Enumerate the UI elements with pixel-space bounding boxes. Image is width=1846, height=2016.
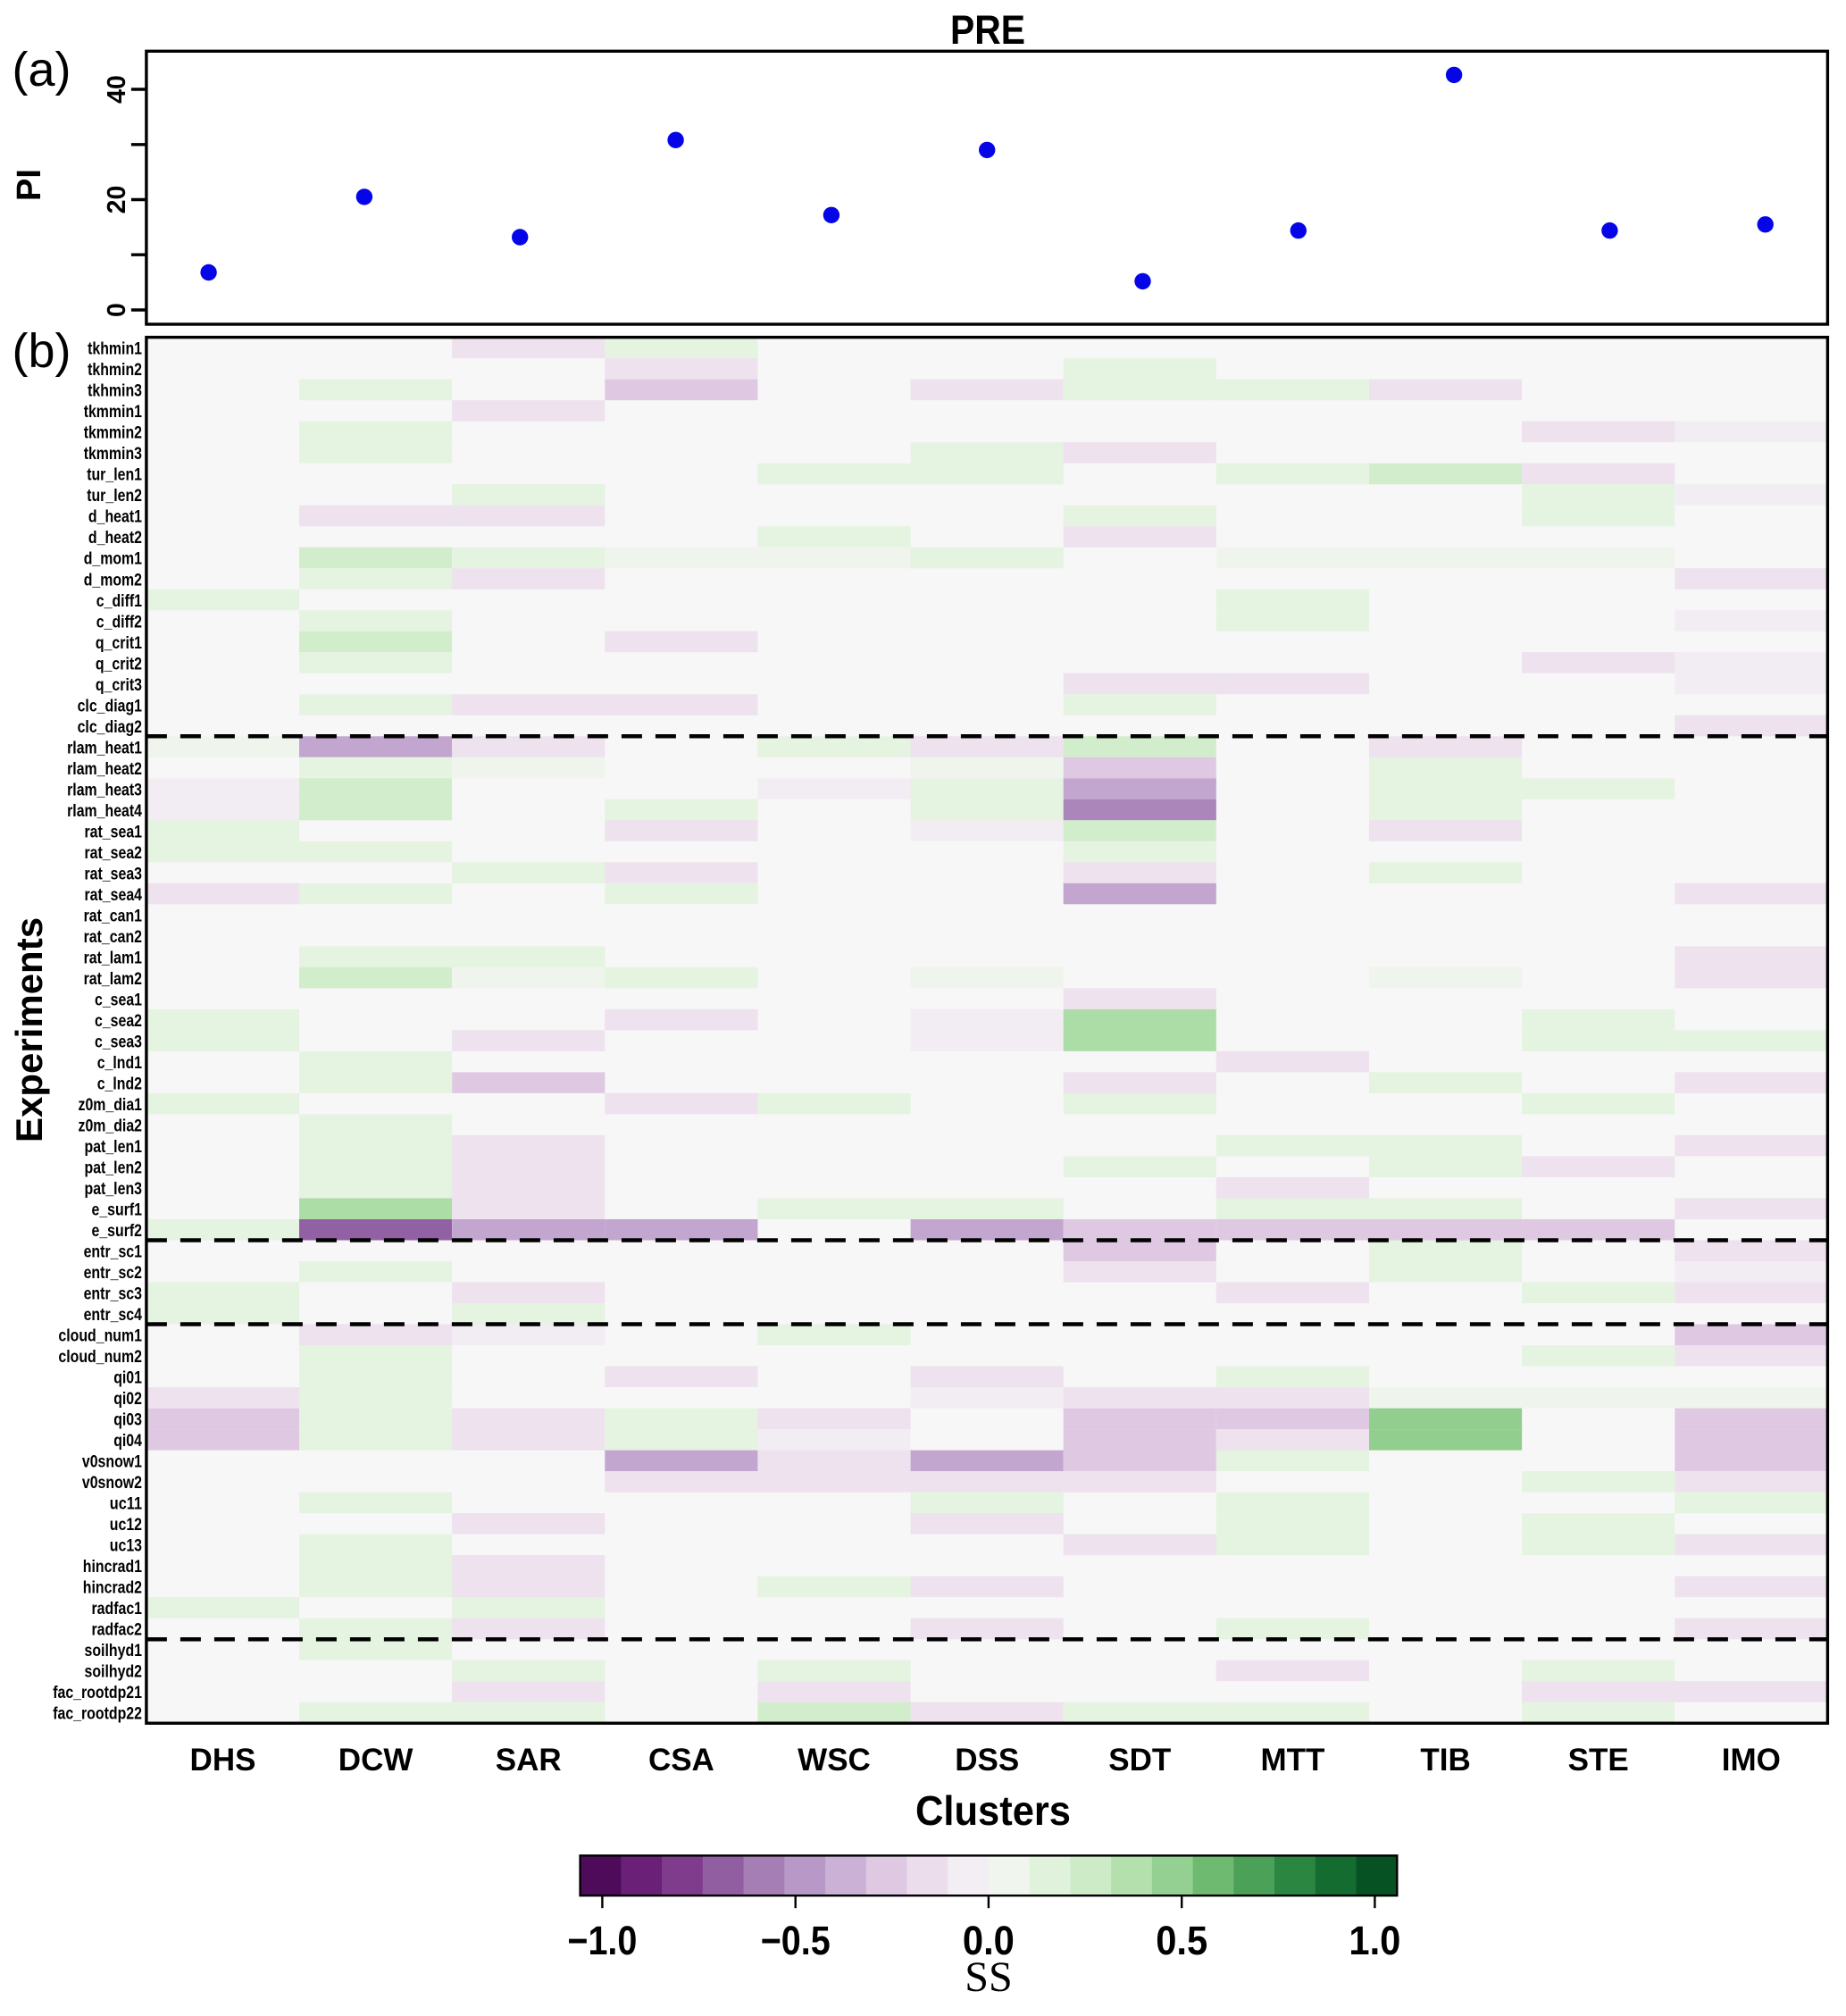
svg-text:uc11: uc11 (110, 1494, 142, 1514)
svg-text:tur_len2: tur_len2 (87, 486, 142, 506)
svg-text:entr_sc2: entr_sc2 (84, 1263, 143, 1283)
svg-text:entr_sc3: entr_sc3 (84, 1284, 143, 1304)
svg-text:STE: STE (1568, 1743, 1629, 1778)
svg-text:tkmmin3: tkmmin3 (84, 444, 142, 464)
svg-text:c_diff2: c_diff2 (96, 612, 142, 632)
svg-text:uc13: uc13 (110, 1536, 142, 1556)
svg-text:(b): (b) (13, 324, 71, 378)
svg-text:0.5: 0.5 (1156, 1918, 1207, 1963)
svg-text:cloud_num2: cloud_num2 (58, 1347, 142, 1367)
svg-text:c_sea2: c_sea2 (95, 1011, 142, 1031)
svg-text:qi01: qi01 (113, 1368, 142, 1388)
svg-text:TIB: TIB (1420, 1743, 1470, 1778)
svg-text:SS: SS (965, 1953, 1012, 2001)
svg-text:qi02: qi02 (113, 1389, 142, 1409)
svg-text:qi04: qi04 (113, 1431, 142, 1451)
svg-text:DCW: DCW (338, 1743, 413, 1778)
svg-text:e_surf1: e_surf1 (92, 1200, 143, 1220)
svg-text:PI: PI (11, 169, 48, 201)
svg-text:rat_sea3: rat_sea3 (85, 864, 143, 883)
svg-text:0.0: 0.0 (963, 1918, 1015, 1963)
svg-text:20: 20 (103, 186, 131, 214)
svg-text:tur_len1: tur_len1 (87, 465, 142, 485)
svg-text:c_lnd2: c_lnd2 (97, 1075, 142, 1094)
svg-text:c_sea3: c_sea3 (95, 1033, 142, 1052)
svg-text:tkhmin3: tkhmin3 (88, 381, 142, 401)
svg-text:rlam_heat1: rlam_heat1 (67, 738, 142, 757)
svg-text:IMO: IMO (1722, 1743, 1781, 1778)
svg-text:d_mom1: d_mom1 (84, 549, 142, 569)
svg-text:clc_diag2: clc_diag2 (78, 717, 143, 737)
svg-text:rlam_heat4: rlam_heat4 (67, 801, 142, 821)
svg-text:MTT: MTT (1260, 1743, 1324, 1778)
svg-text:rat_lam2: rat_lam2 (84, 969, 143, 989)
svg-text:z0m_dia1: z0m_dia1 (79, 1095, 143, 1115)
svg-text:e_surf2: e_surf2 (92, 1221, 143, 1241)
svg-text:tkhmin1: tkhmin1 (88, 339, 142, 359)
svg-text:soilhyd1: soilhyd1 (85, 1641, 143, 1660)
svg-text:radfac2: radfac2 (92, 1620, 143, 1640)
svg-text:rlam_heat2: rlam_heat2 (67, 759, 142, 779)
svg-text:DHS: DHS (190, 1743, 256, 1778)
svg-text:(a): (a) (13, 43, 71, 96)
svg-text:PRE: PRE (950, 7, 1025, 53)
svg-text:rat_sea4: rat_sea4 (85, 885, 143, 905)
svg-text:q_crit3: q_crit3 (96, 675, 142, 695)
svg-text:radfac1: radfac1 (92, 1599, 143, 1619)
svg-text:rat_sea2: rat_sea2 (85, 843, 143, 863)
svg-text:pat_len1: pat_len1 (85, 1137, 143, 1157)
svg-text:40: 40 (103, 75, 131, 104)
svg-text:rlam_heat3: rlam_heat3 (67, 780, 142, 799)
svg-text:z0m_dia2: z0m_dia2 (79, 1117, 143, 1136)
svg-text:1.0: 1.0 (1349, 1918, 1400, 1963)
svg-text:d_mom2: d_mom2 (84, 570, 142, 590)
svg-text:rat_can2: rat_can2 (84, 927, 143, 947)
svg-text:qi03: qi03 (113, 1410, 142, 1430)
svg-text:SAR: SAR (496, 1743, 562, 1778)
svg-text:hincrad1: hincrad1 (83, 1557, 142, 1577)
svg-text:soilhyd2: soilhyd2 (85, 1662, 143, 1682)
svg-text:Clusters: Clusters (915, 1787, 1071, 1834)
svg-text:Experiments: Experiments (8, 917, 50, 1142)
svg-text:v0snow2: v0snow2 (82, 1473, 142, 1493)
svg-text:c_lnd1: c_lnd1 (97, 1053, 142, 1073)
svg-text:CSA: CSA (648, 1743, 714, 1778)
svg-text:uc12: uc12 (110, 1515, 142, 1535)
svg-text:entr_sc1: entr_sc1 (84, 1242, 143, 1262)
svg-text:q_crit2: q_crit2 (96, 654, 142, 673)
svg-text:v0snow1: v0snow1 (82, 1452, 142, 1472)
svg-text:0: 0 (103, 303, 131, 317)
svg-text:DSS: DSS (955, 1743, 1019, 1778)
svg-text:q_crit1: q_crit1 (96, 633, 142, 653)
svg-text:c_diff1: c_diff1 (96, 591, 142, 611)
svg-text:SDT: SDT (1108, 1743, 1171, 1778)
svg-text:c_sea1: c_sea1 (95, 990, 142, 1009)
svg-text:cloud_num1: cloud_num1 (58, 1326, 142, 1346)
svg-text:pat_len2: pat_len2 (85, 1159, 143, 1178)
svg-text:WSC: WSC (798, 1743, 871, 1778)
svg-text:entr_sc4: entr_sc4 (84, 1305, 143, 1325)
svg-text:tkmmin1: tkmmin1 (84, 402, 142, 422)
svg-text:fac_rootdp22: fac_rootdp22 (53, 1704, 142, 1724)
svg-text:tkmmin2: tkmmin2 (84, 423, 142, 443)
svg-text:rat_sea1: rat_sea1 (85, 822, 143, 841)
svg-text:fac_rootdp21: fac_rootdp21 (53, 1683, 142, 1702)
svg-text:−1.0: −1.0 (567, 1918, 637, 1963)
svg-text:rat_lam1: rat_lam1 (84, 948, 143, 967)
svg-text:−0.5: −0.5 (761, 1918, 831, 1963)
svg-text:d_heat1: d_heat1 (88, 507, 142, 527)
svg-text:hincrad2: hincrad2 (83, 1578, 142, 1598)
svg-text:rat_can1: rat_can1 (84, 906, 143, 925)
svg-text:clc_diag1: clc_diag1 (78, 696, 143, 715)
svg-text:tkhmin2: tkhmin2 (88, 360, 142, 380)
svg-text:d_heat2: d_heat2 (88, 528, 142, 548)
svg-text:pat_len3: pat_len3 (85, 1179, 143, 1199)
